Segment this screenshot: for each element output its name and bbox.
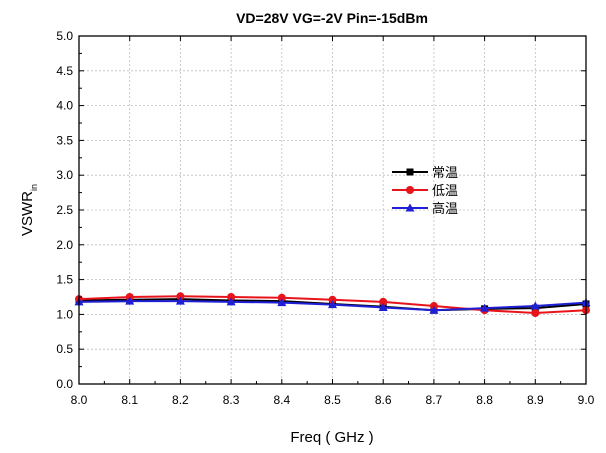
legend-marker <box>405 203 415 212</box>
grid <box>79 36 586 384</box>
x-axis-label: Freq ( GHz ) <box>290 429 373 446</box>
data-point <box>328 300 337 309</box>
data-point <box>328 295 337 304</box>
y-tick-label: 3.0 <box>56 168 73 182</box>
data-point <box>125 296 135 305</box>
series-triangle <box>74 296 591 314</box>
y-tick-label: 0.5 <box>56 342 73 356</box>
x-tick-label: 8.0 <box>71 393 88 407</box>
legend-entry: 常温 <box>392 166 458 181</box>
legend-label: 高温 <box>432 201 458 217</box>
data-point <box>530 301 540 310</box>
x-tick-label: 8.5 <box>324 393 341 407</box>
x-tick-label: 8.4 <box>273 393 290 407</box>
data-point <box>277 293 286 302</box>
data-point <box>531 309 540 318</box>
data-point <box>226 297 236 306</box>
plot-series <box>74 292 591 318</box>
data-point <box>175 296 185 305</box>
legend-entry: 高温 <box>392 201 458 217</box>
axis-ticks: 8.0 8.1 8.2 8.3 8.4 8.5 8.6 8.7 8.8 8.9 9.0 0.0 0.5 1… <box>56 29 594 407</box>
x-tick-label: 8.2 <box>172 393 189 407</box>
data-point <box>429 305 439 314</box>
y-tick-label: 3.5 <box>56 133 73 147</box>
y-tick-label: 5.0 <box>56 29 73 43</box>
legend-marker <box>406 168 414 176</box>
x-tick-label: 8.1 <box>121 393 138 407</box>
y-axis-label: VSWRin <box>19 184 39 236</box>
x-tick-label: 8.9 <box>527 393 544 407</box>
y-axis-label-group: VSWRin <box>19 184 39 236</box>
x-tick-label: 8.6 <box>375 393 392 407</box>
data-point <box>379 297 388 306</box>
legend-label: 常温 <box>432 166 458 181</box>
y-tick-label: 4.0 <box>56 99 73 113</box>
data-point <box>480 303 490 312</box>
x-tick-label: 8.7 <box>426 393 443 407</box>
data-point <box>176 292 185 301</box>
x-tick-label: 9.0 <box>578 393 595 407</box>
x-tick-label: 8.3 <box>223 393 240 407</box>
y-tick-label: 2.0 <box>56 238 73 252</box>
data-point <box>227 293 236 301</box>
legend-marker <box>406 186 414 194</box>
y-tick-label: 2.5 <box>56 203 73 217</box>
y-tick-label: 1.0 <box>56 307 73 321</box>
data-point <box>277 298 287 307</box>
y-tick-label: 1.5 <box>56 273 73 287</box>
y-tick-label: 0.0 <box>56 377 73 391</box>
legend-label: 低温 <box>432 184 458 199</box>
chart-title: VD=28V VG=-2V Pin=-15dBm <box>236 10 428 26</box>
y-axis-label-subscript: in <box>29 184 39 191</box>
data-point <box>378 302 388 311</box>
legend-entry: 低温 <box>392 184 458 199</box>
y-axis-label-main: VSWR <box>19 191 36 236</box>
y-tick-label: 4.5 <box>56 64 73 78</box>
x-tick-label: 8.8 <box>476 393 493 407</box>
